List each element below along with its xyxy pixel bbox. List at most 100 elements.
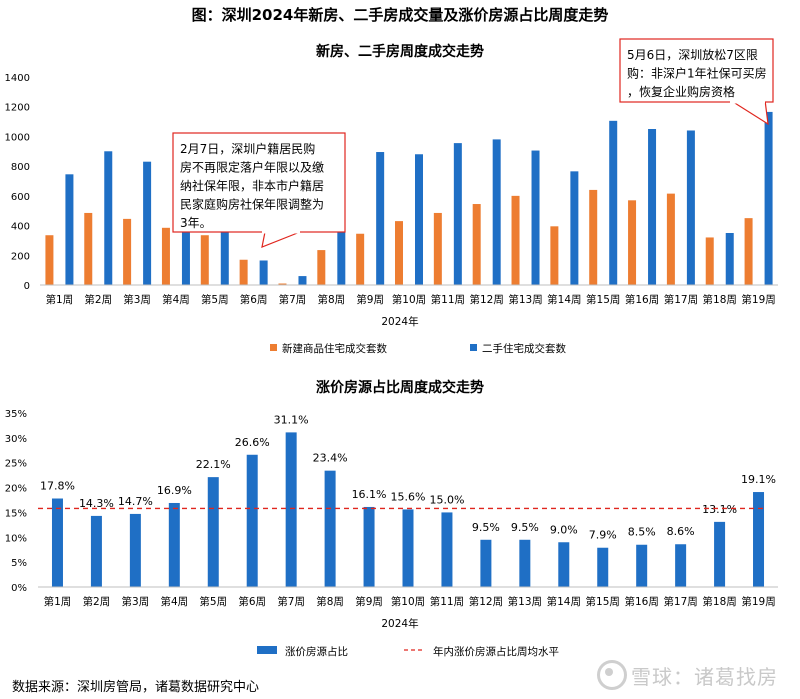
chart2-bar — [558, 542, 570, 587]
chart1-bar-series2 — [259, 260, 268, 285]
chart2-bar — [636, 544, 648, 587]
chart1-title: 新房、二手房周度成交走势 — [316, 43, 484, 60]
chart1-xtick-label: 第18周 — [703, 293, 737, 306]
chart2-data-label: 22.1% — [196, 458, 231, 471]
chart1-bar-series2 — [725, 233, 734, 285]
chart1-ytick-label: 1200 — [5, 103, 30, 114]
chart1-bar-series2 — [686, 130, 695, 285]
chart2-legend-swatch — [257, 646, 277, 654]
chart1-bar-series1 — [161, 227, 170, 285]
chart1-bar-series1 — [472, 204, 481, 285]
chart1-ytick-label: 0 — [24, 281, 30, 292]
chart2-bar — [207, 477, 219, 587]
chart1-xtick-label: 第16周 — [625, 293, 659, 306]
xueqiu-logo-icon — [597, 660, 627, 690]
chart2-xtick-label: 第6周 — [238, 595, 266, 608]
chart1-legend-swatch — [270, 344, 277, 351]
chart2-data-label: 16.9% — [157, 484, 192, 497]
chart2-bar — [363, 506, 375, 587]
chart1-bar-series1 — [84, 212, 93, 285]
chart2-bar — [441, 512, 453, 587]
chart2-xtick-label: 第8周 — [316, 595, 344, 608]
chart1-xtick-label: 第9周 — [356, 293, 384, 306]
chart2-xtick-label: 第12周 — [469, 595, 503, 608]
chart1-bar-series2 — [143, 161, 152, 285]
chart1-xtick-label: 第2周 — [84, 293, 112, 306]
chart1-bar-series2 — [764, 111, 773, 286]
chart2-legend-label: 涨价房源占比 — [285, 645, 348, 658]
chart1-annotation1-text-line: 民家庭购房社保年限调整为 — [180, 197, 324, 212]
chart2-data-label: 9.5% — [511, 521, 539, 534]
chart2-bar — [168, 502, 180, 587]
chart1-annotation1-joint — [262, 230, 300, 234]
chart2-xtick-label: 第14周 — [547, 595, 581, 608]
footer-source: 数据来源：深圳房管局，诸葛数据研究中心 — [12, 680, 260, 695]
chart1-annotation2-text-line: 购：非深户1年社保可买房 — [627, 66, 767, 81]
chart2-legend-line-label: 年内涨价房源占比周均水平 — [433, 645, 559, 658]
chart1-legend-label: 二手住宅成交套数 — [482, 342, 566, 355]
chart1-bar-series2 — [453, 143, 462, 285]
chart2-bar — [597, 547, 609, 587]
chart2-ytick-label: 20% — [5, 484, 27, 495]
chart1-xtick-label: 第3周 — [123, 293, 151, 306]
chart1-annotation1-text: 2月7日，深圳户籍居民购房不再限定落户年限以及缴纳社保年限，非本市户籍居民家庭购… — [180, 141, 324, 230]
chart2-bar — [285, 432, 297, 587]
chart1-xtick-label: 第15周 — [586, 293, 620, 306]
chart1-bar-series2 — [609, 120, 618, 285]
chart1-annotation1-text-line: 纳社保年限，非本市户籍居 — [180, 178, 324, 193]
chart2-data-label: 14.3% — [79, 497, 114, 510]
chart2-bar — [519, 539, 531, 587]
chart2-xlabel: 2024年 — [381, 617, 418, 630]
chart1-xlabel: 2024年 — [381, 315, 418, 328]
chart1-bar-series2 — [570, 171, 579, 285]
chart1-xtick-label: 第1周 — [46, 293, 74, 306]
chart2-xtick-label: 第10周 — [391, 595, 425, 608]
chart2-data-label: 9.0% — [550, 523, 578, 536]
chart1-bar-series1 — [45, 235, 54, 285]
chart1-bar-series1 — [200, 235, 209, 285]
chart1-bar-series1 — [666, 193, 675, 285]
chart1-bar-series2 — [531, 150, 540, 285]
chart2-data-label: 15.0% — [429, 493, 464, 506]
chart2-xtick-label: 第3周 — [122, 595, 150, 608]
chart2-bar — [714, 521, 726, 587]
chart1-annotation1-text-line: 2月7日，深圳户籍居民购 — [180, 141, 315, 156]
chart2-data-label: 19.1% — [741, 473, 776, 486]
chart2-xtick-label: 第13周 — [508, 595, 542, 608]
chart1-annotation2-pointer — [727, 99, 769, 126]
chart1-xtick-label: 第11周 — [431, 293, 465, 306]
chart1-xtick-label: 第8周 — [317, 293, 345, 306]
chart1-bar-series1 — [278, 283, 287, 285]
chart2-bar — [324, 470, 336, 587]
chart2-bar — [90, 515, 102, 587]
chart-price-rise-share: 涨价房源占比周度成交走势 0% 5% 10% 15% 20% 25% 30% 35% 17.8% 第… — [5, 379, 778, 658]
chart-weekly-transactions: 新房、二手房周度成交走势 0 200 400 600 800 1000 1200 1400 第1周… — [5, 38, 778, 355]
chart2-xtick-label: 第1周 — [44, 595, 72, 608]
chart1-annotation1-box — [172, 132, 346, 233]
chart1-bar-series1 — [433, 212, 442, 285]
chart1-xtick-label: 第7周 — [279, 293, 307, 306]
chart1-xtick-label: 第6周 — [240, 293, 268, 306]
chart2-xtick-label: 第2周 — [83, 595, 111, 608]
chart2-bar — [51, 498, 63, 587]
page-title: 图：深圳2024年新房、二手房成交量及涨价房源占比周度走势 — [192, 6, 609, 24]
chart2-xtick-label: 第18周 — [702, 595, 736, 608]
chart1-ytick-label: 200 — [11, 251, 30, 262]
chart2-xtick-label: 第4周 — [160, 595, 188, 608]
chart2-data-label: 8.5% — [628, 526, 656, 539]
chart1-xtick-label: 第17周 — [664, 293, 698, 306]
chart1-bar-series1 — [744, 218, 753, 285]
chart2-data-label: 17.8% — [40, 480, 75, 493]
chart1-bar-series2 — [337, 186, 346, 285]
chart1-bar-series1 — [395, 221, 403, 285]
chart2-data-label: 9.5% — [472, 521, 500, 534]
chart2-data-label: 14.7% — [118, 495, 153, 508]
chart2-data-label: 16.1% — [352, 488, 387, 501]
chart1-ytick-label: 800 — [11, 162, 30, 173]
chart2-ytick-label: 0% — [11, 583, 27, 594]
chart2-xtick-label: 第9周 — [355, 595, 383, 608]
chart1-ytick-label: 600 — [11, 192, 30, 203]
chart1-xtick-label: 第13周 — [508, 293, 542, 306]
chart2-ytick-label: 10% — [5, 533, 27, 544]
